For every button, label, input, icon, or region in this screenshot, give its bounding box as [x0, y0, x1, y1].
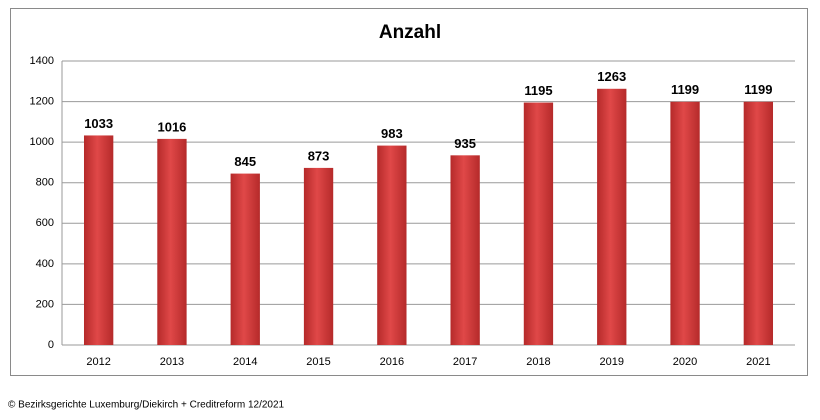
bar	[83, 135, 114, 345]
y-tick-label: 600	[36, 217, 54, 229]
x-tick-label: 2016	[380, 356, 404, 368]
x-tick-label: 2013	[160, 356, 184, 368]
x-tick-label: 2020	[673, 356, 697, 368]
bar	[377, 145, 407, 345]
y-tick-label: 1400	[30, 55, 54, 67]
y-tick-label: 400	[36, 258, 54, 270]
data-label: 1195	[524, 83, 552, 98]
x-tick-label: 2019	[600, 356, 624, 368]
source-note: © Bezirksgerichte Luxemburg/Diekirch + C…	[8, 400, 285, 411]
data-label: 845	[234, 154, 256, 169]
x-tick-label: 2018	[526, 356, 550, 368]
bar	[670, 101, 700, 345]
data-label: 983	[381, 126, 403, 141]
bar	[450, 155, 480, 345]
x-tick-label: 2017	[453, 356, 477, 368]
data-label: 873	[308, 148, 330, 163]
x-tick-label: 2012	[86, 356, 110, 368]
bar	[303, 167, 334, 345]
bar	[230, 173, 260, 345]
x-tick-label: 2015	[306, 356, 330, 368]
y-tick-label: 1000	[30, 136, 54, 148]
x-tick-label: 2014	[233, 356, 257, 368]
y-tick-label: 0	[48, 339, 54, 351]
y-tick-label: 800	[36, 177, 54, 189]
x-tick-label: 2021	[746, 356, 770, 368]
bar	[597, 88, 627, 345]
data-label: 1199	[744, 82, 772, 97]
data-label: 1033	[84, 116, 113, 131]
data-label: 1016	[157, 119, 186, 134]
data-label: 1199	[671, 82, 699, 97]
chart-title: Anzahl	[379, 22, 441, 43]
data-label: 1263	[597, 69, 626, 84]
data-label: 935	[454, 136, 476, 151]
bar	[523, 102, 554, 345]
bar	[743, 101, 774, 345]
y-tick-label: 200	[36, 298, 54, 310]
y-tick-label: 1200	[30, 95, 54, 107]
bar	[157, 138, 187, 345]
